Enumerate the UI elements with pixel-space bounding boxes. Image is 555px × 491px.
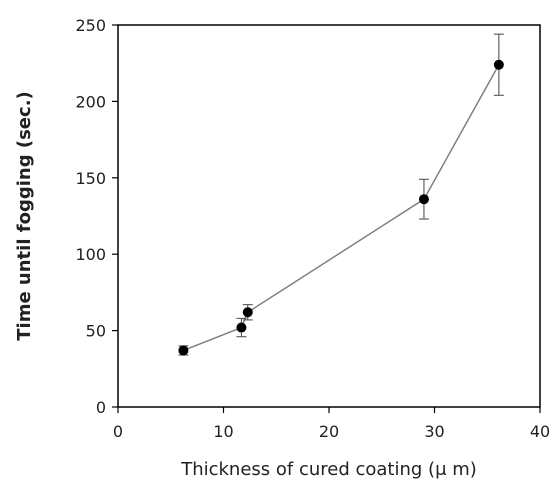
y-axis-title: Time until fogging (sec.) — [14, 91, 35, 341]
x-axis-title: Thickness of cured coating (μ m) — [180, 459, 477, 480]
series-layer — [178, 33, 504, 356]
x-tick-label: 20 — [319, 422, 339, 441]
x-tick-label: 0 — [113, 422, 123, 441]
data-point — [178, 345, 189, 356]
y-tick-label: 150 — [75, 169, 106, 188]
data-point — [418, 194, 429, 205]
y-tick-label: 50 — [86, 322, 106, 341]
y-tick-label: 0 — [96, 398, 106, 417]
data-point — [242, 307, 253, 318]
y-tick-label: 100 — [75, 245, 106, 264]
x-axis-ticks: 0 10 20 30 40 — [113, 407, 550, 441]
series-line — [183, 64, 500, 352]
data-point — [236, 322, 247, 333]
y-axis-ticks: 0 50 100 150 200 250 — [75, 16, 118, 417]
y-tick-label: 200 — [75, 92, 106, 111]
x-tick-label: 30 — [424, 422, 444, 441]
x-tick-label: 40 — [530, 422, 550, 441]
x-tick-label: 10 — [213, 422, 233, 441]
data-point — [493, 59, 504, 70]
y-tick-label: 250 — [75, 16, 106, 35]
